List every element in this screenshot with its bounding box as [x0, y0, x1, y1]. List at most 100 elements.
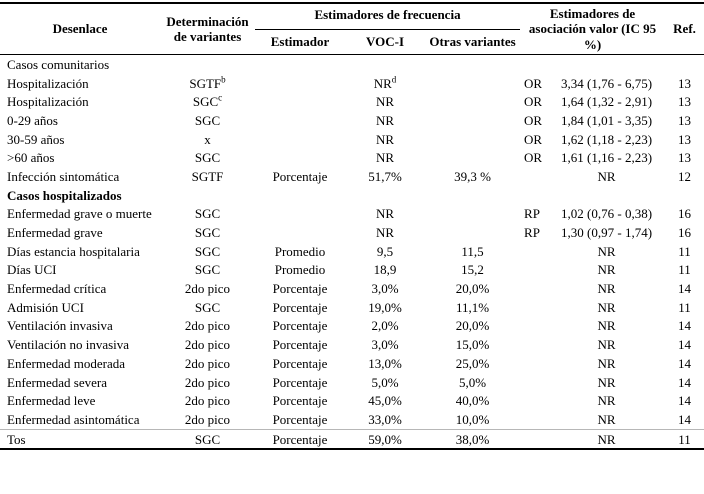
assoc-value: 1,62 (1,18 - 2,23): [561, 131, 653, 147]
cell-asociacion: NR: [520, 298, 665, 317]
cell-voci: NR: [375, 112, 395, 128]
col-header-ref: Ref.: [673, 21, 696, 37]
cell-desenlace: Ventilación invasiva: [7, 318, 113, 334]
cell-voci: 59,0%: [345, 428, 425, 450]
table-row: Enfermedad severa 2do pico Porcentaje 5,0% 5…: [0, 373, 704, 392]
cell-variantes: 2do pico: [184, 374, 231, 390]
col-header-determinacion: Determinación de variantes: [166, 13, 249, 44]
assoc-value: NR: [597, 355, 616, 371]
assoc-value: 1,64 (1,32 - 2,91): [561, 94, 653, 110]
table-row: Enfermedad moderada 2do pico Porcentaje 13,…: [0, 354, 704, 373]
cell-ref: 16: [678, 206, 692, 222]
cell-variantes: 2do pico: [184, 318, 231, 334]
assoc-value: NR: [597, 262, 616, 278]
cell-variantes: SGC: [194, 112, 221, 128]
cell-otras: 39,3 %: [454, 168, 491, 184]
cell-desenlace: Enfermedad severa: [7, 374, 107, 390]
assoc-value: NR: [597, 374, 616, 390]
cell-otras: [425, 223, 520, 242]
cell-ref: 14: [678, 281, 692, 297]
cell-variantes: SGCc: [192, 92, 223, 110]
cell-ref: 13: [678, 94, 692, 110]
cell-estimador: Promedio: [274, 243, 326, 259]
table-row: Ventilación no invasiva 2do pico Porcentaj…: [0, 335, 704, 354]
cell-variantes: x: [204, 131, 211, 147]
assoc-value: NR: [597, 299, 616, 315]
cell-ref: 11: [678, 243, 691, 259]
cell-variantes: SGC: [194, 299, 221, 315]
cell-estimador: [255, 148, 345, 167]
cell-asociacion: OR 3,34 (1,76 - 6,75): [520, 74, 665, 93]
cell-otras: 25,0%: [455, 355, 490, 371]
section-label: Casos comunitarios: [7, 56, 110, 72]
table-body: Casos comunitarios Hospitalización SGTFb NR…: [0, 54, 704, 450]
cell-asociacion: OR 1,61 (1,16 - 2,23): [520, 148, 665, 167]
cell-desenlace: >60 años: [7, 150, 55, 166]
cell-desenlace: Ventilación no invasiva: [7, 337, 130, 353]
assoc-value: NR: [597, 281, 616, 297]
cell-estimador: Porcentaje: [272, 299, 328, 315]
table-header: Desenlace Determinación de variantes Est…: [0, 3, 704, 54]
cell-asociacion: OR 1,62 (1,18 - 2,23): [520, 130, 665, 149]
assoc-value: NR: [597, 337, 616, 353]
cell-voci: 51,7%: [368, 168, 402, 184]
cell-voci: NR: [375, 150, 395, 166]
cell-otras: [425, 92, 520, 111]
cell-otras: 20,0%: [455, 318, 490, 334]
assoc-measure: OR: [524, 75, 543, 91]
cell-asociacion: NR: [520, 428, 666, 450]
assoc-value: NR: [597, 243, 616, 259]
cell-estimador: [255, 223, 345, 242]
outcomes-table: Desenlace Determinación de variantes Est…: [0, 2, 704, 451]
table-row: Admisión UCI SGC Porcentaje 19,0% 11,1% NR 11: [0, 298, 704, 317]
col-header-otras: Otras variantes: [429, 34, 516, 50]
footnote-marker: b: [221, 74, 226, 85]
cell-desenlace: Admisión UCI: [7, 299, 84, 315]
cell-desenlace: Enfermedad moderada: [7, 355, 126, 371]
cell-voci: 18,9: [373, 262, 397, 278]
cell-otras: [425, 204, 520, 223]
paper-table: Desenlace Determinación de variantes Est…: [0, 2, 704, 451]
table-row: Infección sintomática SGTF Porcentaje 51,7%…: [0, 167, 704, 186]
cell-estimador: Porcentaje: [255, 428, 345, 450]
cell-asociacion: RP 1,02 (0,76 - 0,38): [520, 204, 665, 223]
assoc-value: 1,02 (0,76 - 0,38): [561, 206, 653, 222]
col-header-asociacion: Estimadores de asociación valor (IC 95 %…: [528, 6, 657, 52]
table-row: Ventilación invasiva 2do pico Porcentaje 2,…: [0, 317, 704, 336]
cell-asociacion: NR: [520, 167, 665, 186]
assoc-value: NR: [597, 411, 616, 427]
cell-asociacion: NR: [520, 373, 665, 392]
cell-ref: 11: [678, 299, 691, 315]
header-row-1: Desenlace Determinación de variantes Est…: [0, 3, 704, 52]
assoc-value: 1,61 (1,16 - 2,23): [561, 150, 653, 166]
cell-ref: 14: [678, 318, 692, 334]
cell-estimador: [255, 74, 345, 93]
table-row: 0-29 años SGC NR OR 1,84 (1,01 - 3,35) 13: [0, 111, 704, 130]
cell-asociacion: NR: [520, 354, 665, 373]
cell-desenlace: Enfermedad leve: [7, 393, 96, 409]
table-row: Hospitalización SGCc NR OR 1,64 (1,32 - 2,91…: [0, 92, 704, 111]
cell-variantes: SGTF: [191, 168, 224, 184]
cell-otras: 15,2: [461, 262, 484, 278]
cell-otras: [425, 130, 520, 149]
cell-ref: 12: [678, 168, 692, 184]
cell-ref: 14: [678, 374, 692, 390]
col-header-voci: VOC-I: [365, 34, 405, 50]
cell-variantes: SGC: [160, 428, 255, 450]
cell-estimador: Promedio: [274, 262, 326, 278]
cell-asociacion: OR 1,84 (1,01 - 3,35): [520, 111, 665, 130]
cell-otras: 10,0%: [455, 411, 490, 427]
cell-estimador: Porcentaje: [272, 168, 328, 184]
assoc-value: NR: [597, 168, 616, 184]
table-row: >60 años SGC NR OR 1,61 (1,16 - 2,23) 13: [0, 148, 704, 167]
cell-asociacion: OR 1,64 (1,32 - 2,91): [520, 92, 665, 111]
cell-otras: 11,1%: [455, 299, 490, 315]
cell-desenlace: Días UCI: [7, 262, 57, 278]
cell-voci: NR: [375, 131, 395, 147]
cell-ref: 13: [678, 150, 692, 166]
cell-desenlace: Infección sintomática: [7, 168, 120, 184]
cell-asociacion: NR: [520, 261, 665, 280]
footnote-marker: d: [391, 74, 397, 85]
cell-voci: 33,0%: [368, 411, 402, 427]
cell-desenlace: Enfermedad grave o muerte: [7, 206, 152, 222]
